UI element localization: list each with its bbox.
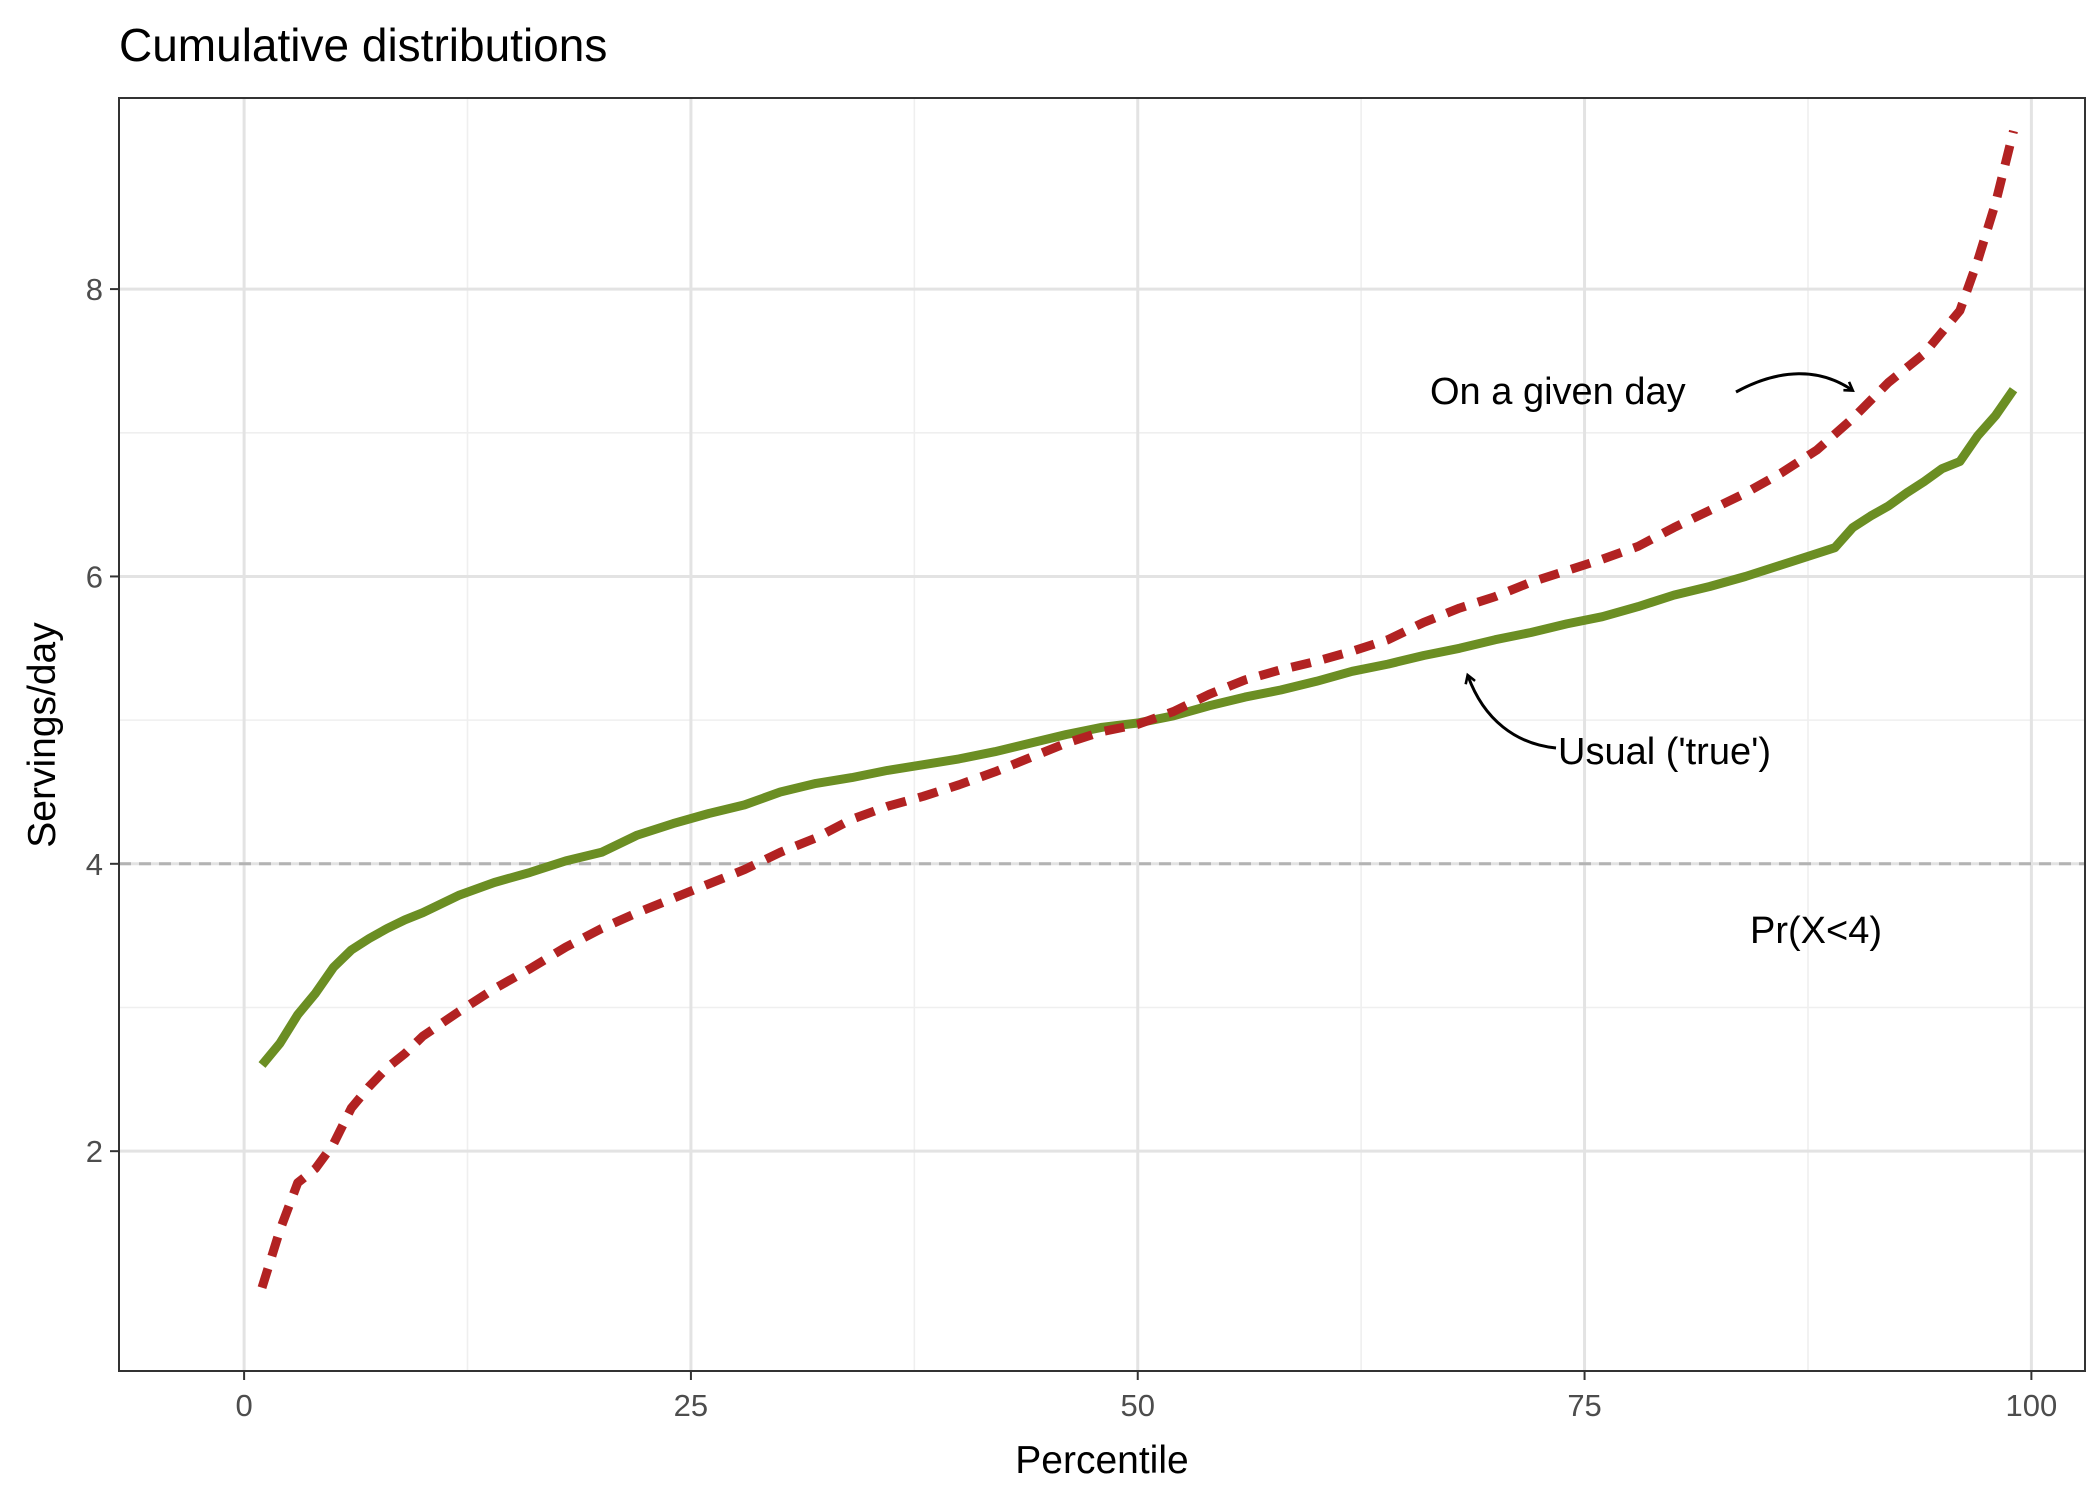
- x-tick-label: 75: [1567, 1388, 1601, 1423]
- annotation-given-day: On a given day: [1430, 371, 1686, 413]
- y-tick-label: 6: [86, 559, 103, 594]
- y-axis-title: Servings/day: [21, 622, 64, 848]
- panel-border: [118, 97, 2086, 1372]
- x-tick-label: 25: [674, 1388, 708, 1423]
- y-tick-label: 8: [86, 272, 103, 307]
- x-tick-label: 50: [1121, 1388, 1155, 1423]
- chart-title: Cumulative distributions: [119, 19, 607, 71]
- annotation-usual: Usual ('true'): [1558, 731, 1771, 773]
- annotation-arrow-usual: [1468, 676, 1557, 750]
- axis-ticks: 0 25 50 75 100 2 4 6 8: [86, 272, 2057, 1423]
- x-tick-label: 100: [2006, 1388, 2058, 1423]
- y-tick-label: 2: [86, 1134, 103, 1169]
- annotation-prob: Pr(X<4): [1750, 910, 1882, 952]
- x-tick-label: 0: [235, 1388, 252, 1423]
- annotation-arrow-given-day: [1735, 372, 1852, 394]
- x-axis-title: Percentile: [1015, 1439, 1188, 1482]
- series-line-2: [257, 129, 2018, 1290]
- y-tick-label: 4: [86, 847, 103, 882]
- series-layer: [257, 129, 2018, 1290]
- grid: [119, 98, 2085, 1371]
